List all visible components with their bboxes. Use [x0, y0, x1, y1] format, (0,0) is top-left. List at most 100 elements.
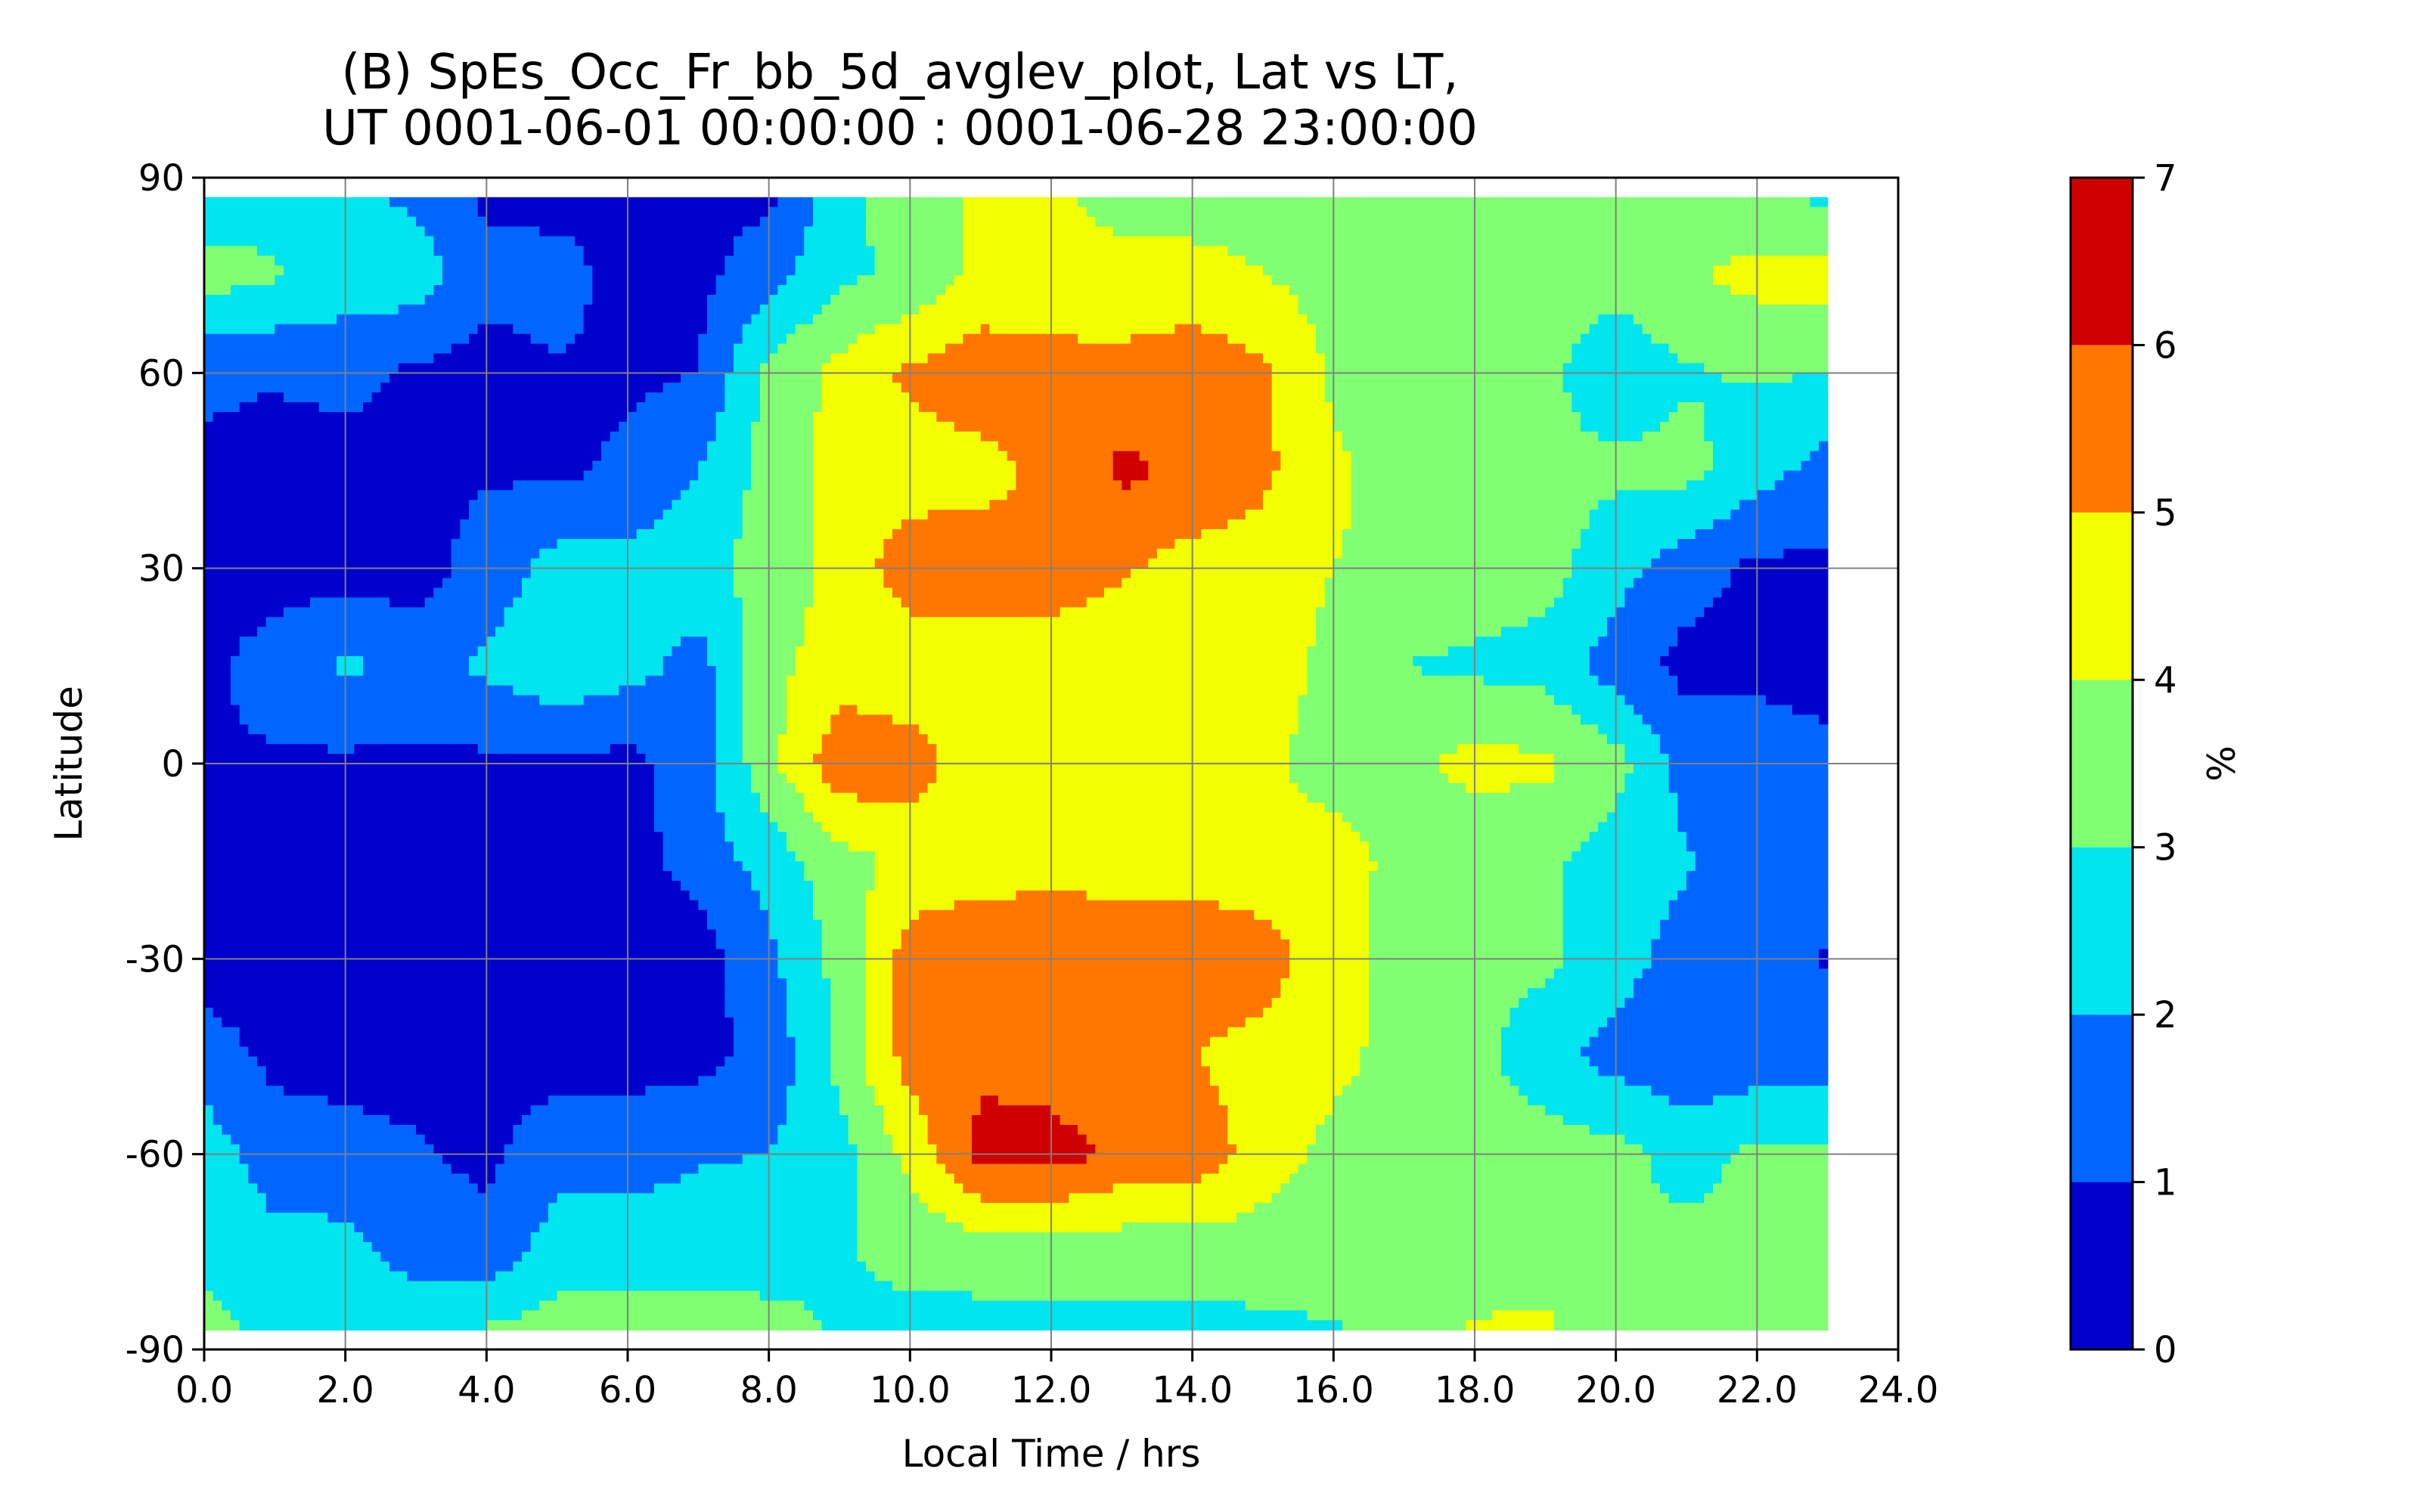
contour-cell: [231, 666, 337, 677]
contour-cell: [743, 500, 814, 510]
contour-cell: [866, 227, 963, 237]
contour-cell: [769, 295, 831, 305]
contour-cell: [204, 861, 663, 872]
contour-cell: [1696, 851, 1829, 862]
contour-cell: [1280, 988, 1369, 999]
contour-cell: [1563, 891, 1678, 901]
contour-cell: [231, 1135, 425, 1145]
contour-cell: [724, 392, 760, 403]
contour-cell: [266, 1193, 558, 1204]
contour-cell: [1634, 314, 1828, 325]
contour-cell: [857, 1203, 928, 1213]
contour-cell: [204, 637, 240, 647]
contour-cell: [1766, 696, 1828, 706]
contour-cell: [327, 1213, 548, 1223]
contour-cell: [1087, 597, 1326, 608]
contour-cell: [760, 412, 814, 423]
contour-cell: [1351, 471, 1705, 482]
contour-cell: [204, 1300, 222, 1311]
contour-cell: [1624, 744, 1660, 754]
contour-cell: [478, 646, 672, 657]
contour-cell: [1316, 617, 1528, 627]
contour-cell: [883, 1125, 928, 1136]
contour-cell: [751, 442, 813, 452]
contour-cell: [716, 803, 761, 813]
contour-cell: [857, 1252, 1828, 1263]
contour-cell: [901, 1066, 1211, 1077]
contour-cell: [724, 823, 778, 833]
contour-cell: [442, 275, 593, 286]
contour-cell: [1475, 637, 1599, 647]
contour-cell: [1730, 510, 1828, 520]
contour-cell: [1563, 861, 1696, 872]
contour-cell: [1510, 783, 1625, 794]
contour-cell: [981, 1105, 1052, 1116]
contour-cell: [363, 402, 637, 413]
contour-cell: [1598, 637, 1678, 647]
contour-cell: [1571, 392, 1828, 403]
contour-cell: [866, 207, 963, 218]
contour-cell: [1227, 1105, 1334, 1116]
contour-cell: [760, 217, 814, 228]
contour-cell: [796, 783, 831, 794]
contour-cell: [743, 744, 778, 754]
contour-cell: [1140, 451, 1281, 462]
contour-cell: [998, 442, 1272, 452]
contour-cell: [1545, 1105, 1828, 1116]
contour-cell: [584, 246, 734, 256]
contour-cell: [592, 265, 725, 276]
contour-cell: [1307, 686, 1546, 696]
contour-cell: [486, 637, 681, 647]
contour-cell: [813, 500, 990, 510]
contour-cell: [1342, 549, 1572, 559]
contour-cell: [204, 881, 681, 891]
contour-cell: [1272, 1193, 1670, 1204]
contour-cell: [1590, 1125, 1829, 1136]
contour-cell: [363, 656, 470, 667]
contour-cell: [531, 559, 734, 569]
contour-cell: [936, 773, 1289, 784]
contour-cell: [1298, 295, 1758, 305]
contour-cell: [240, 402, 320, 413]
contour-cell: [866, 1262, 1828, 1272]
contour-cell: [1739, 500, 1828, 510]
contour-cell: [204, 754, 646, 764]
contour-cell: [213, 412, 628, 423]
contour-cell: [513, 1262, 866, 1272]
contour-cell: [1581, 714, 1643, 725]
contour-cell: [716, 764, 752, 774]
contour-cell: [1289, 754, 1440, 764]
contour-cell: [469, 666, 663, 677]
contour-cell: [1545, 607, 1616, 618]
contour-cell: [866, 237, 963, 247]
contour-cell: [1316, 334, 1581, 345]
contour-cell: [1289, 940, 1370, 950]
contour-cell: [204, 813, 655, 823]
contour-cell: [804, 246, 875, 256]
contour-cell: [804, 237, 866, 247]
contour-cell: [257, 1057, 725, 1067]
contour-cell: [883, 1115, 928, 1126]
contour-cell: [204, 1076, 266, 1086]
contour-cell: [760, 891, 814, 901]
contour-cell: [866, 1076, 901, 1086]
contour-cell: [1316, 1125, 1590, 1136]
contour-cell: [654, 773, 716, 784]
contour-cell: [1369, 940, 1563, 950]
contour-cell: [796, 1066, 831, 1077]
colorbar-segment: [2071, 1015, 2133, 1182]
contour-cell: [839, 705, 858, 716]
contour-cell: [407, 207, 478, 218]
contour-cell: [1351, 519, 1590, 530]
contour-cell: [1590, 666, 1670, 677]
contour-cell: [1624, 1076, 1828, 1086]
contour-cell: [1439, 754, 1554, 764]
contour-cell: [1492, 1310, 1554, 1321]
contour-cell: [813, 813, 1343, 823]
contour-cell: [1448, 646, 1590, 657]
contour-cell: [866, 1057, 901, 1067]
contour-cell: [875, 1095, 920, 1106]
contour-cell: [919, 402, 1272, 413]
contour-cell: [866, 891, 1016, 901]
contour-cell: [1677, 793, 1828, 804]
